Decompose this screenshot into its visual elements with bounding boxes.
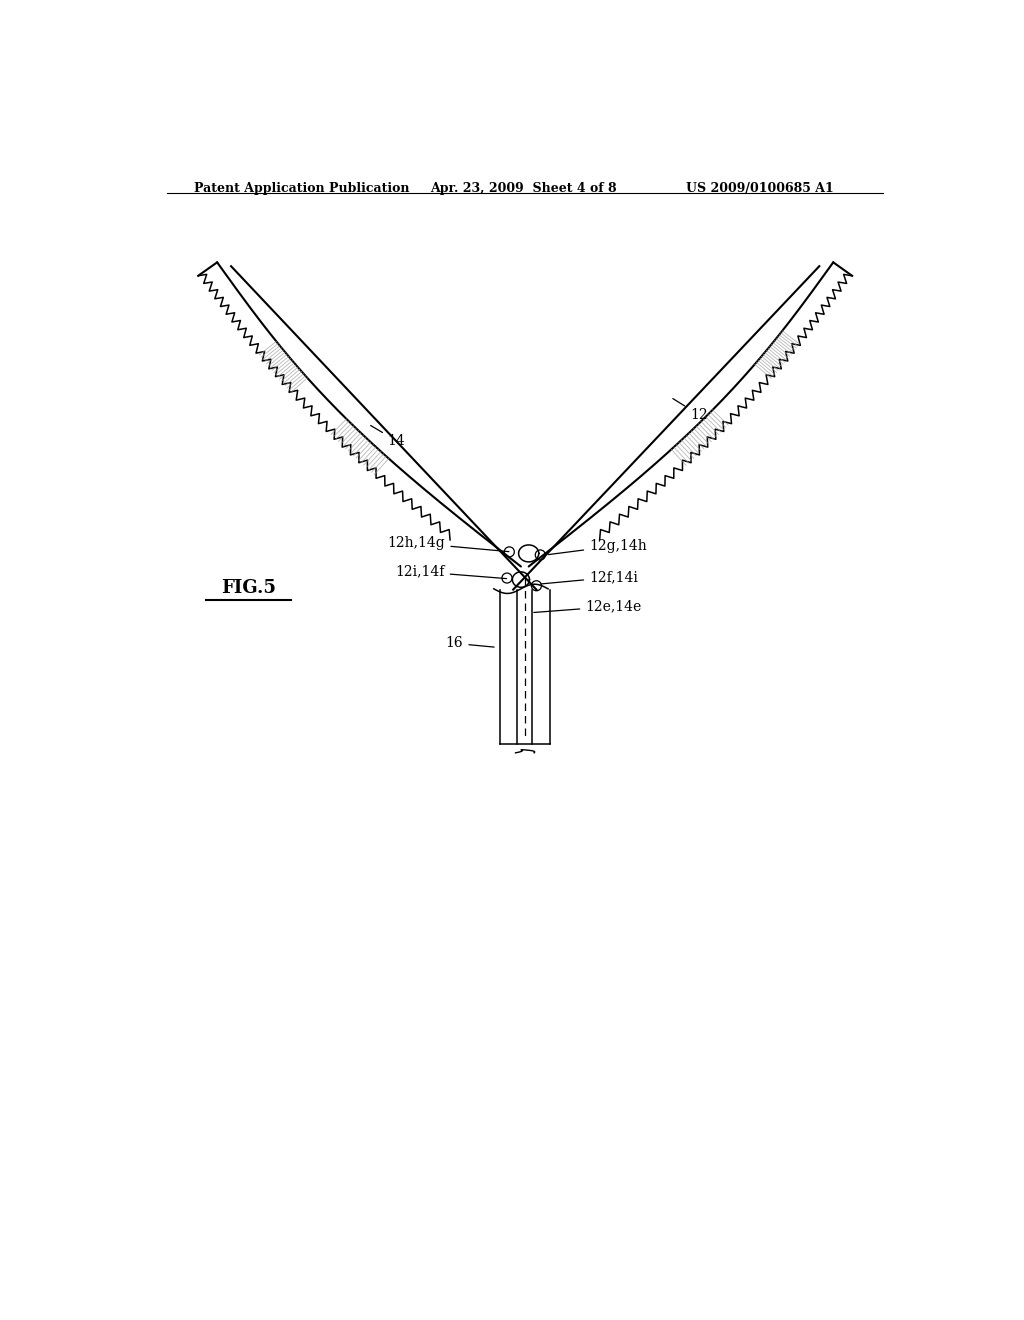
Text: US 2009/0100685 A1: US 2009/0100685 A1 — [686, 182, 834, 194]
Text: 12g,14h: 12g,14h — [549, 539, 647, 554]
Text: 16: 16 — [445, 636, 495, 651]
Text: 12e,14e: 12e,14e — [534, 599, 641, 614]
Text: 12: 12 — [673, 399, 708, 421]
Text: 12i,14f: 12i,14f — [395, 565, 507, 578]
Text: FIG.5: FIG.5 — [220, 579, 275, 597]
Text: 12f,14i: 12f,14i — [541, 570, 638, 585]
Text: 12h,14g: 12h,14g — [388, 536, 509, 552]
Text: Apr. 23, 2009  Sheet 4 of 8: Apr. 23, 2009 Sheet 4 of 8 — [430, 182, 616, 194]
Text: 14: 14 — [371, 425, 406, 447]
Text: Patent Application Publication: Patent Application Publication — [194, 182, 410, 194]
